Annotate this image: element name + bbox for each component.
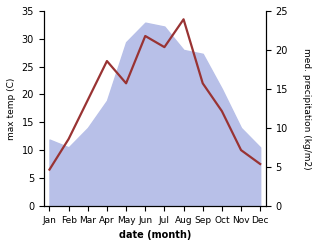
Y-axis label: med. precipitation (kg/m2): med. precipitation (kg/m2) <box>302 48 311 169</box>
Y-axis label: max temp (C): max temp (C) <box>7 77 16 140</box>
X-axis label: date (month): date (month) <box>119 230 191 240</box>
